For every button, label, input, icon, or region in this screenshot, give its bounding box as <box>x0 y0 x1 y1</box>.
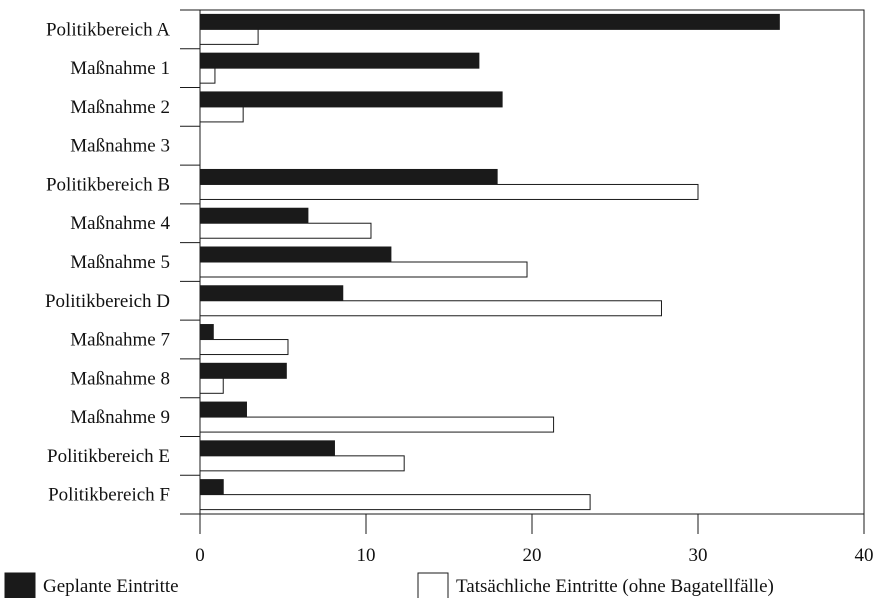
legend: Geplante Eintritte Tatsächliche Eintritte… <box>4 572 774 600</box>
bar-actual <box>199 106 244 123</box>
category-label: Politikbereich A <box>46 19 170 40</box>
bar-planned <box>199 479 224 496</box>
bar-planned <box>199 285 344 302</box>
x-tick-label: 40 <box>855 545 874 566</box>
legend-item: Geplante Eintritte <box>4 572 179 600</box>
bar-planned <box>199 207 309 224</box>
category-label: Maßnahme 4 <box>70 213 170 234</box>
axis-layer <box>180 9 865 534</box>
bar-planned <box>199 13 780 30</box>
legend-item: Tatsächliche Eintritte (ohne Bagatellfäl… <box>417 572 774 600</box>
bar-actual <box>199 183 699 200</box>
bar-actual <box>199 377 224 394</box>
bar-planned <box>199 440 335 457</box>
category-label: Maßnahme 3 <box>70 136 170 157</box>
bar-actual <box>199 416 555 433</box>
legend-label: Geplante Eintritte <box>43 576 179 597</box>
bar-actual <box>199 300 662 317</box>
category-label: Maßnahme 5 <box>70 252 170 273</box>
category-label: Maßnahme 8 <box>70 368 170 389</box>
x-tick-label: 10 <box>357 545 376 566</box>
bar-actual <box>199 455 405 472</box>
bar-actual <box>199 67 216 84</box>
category-label: Politikbereich F <box>48 485 170 506</box>
bar-planned <box>199 91 503 108</box>
legend-label: Tatsächliche Eintritte (ohne Bagatellfäl… <box>456 576 774 597</box>
bar-planned <box>199 324 214 341</box>
category-label: Politikbereich B <box>46 174 170 195</box>
category-label: Politikbereich E <box>47 446 170 467</box>
bar-actual <box>199 261 528 278</box>
bar-actual <box>199 339 289 356</box>
bar-actual <box>199 494 591 511</box>
x-tick-label: 20 <box>523 545 542 566</box>
bar-planned <box>199 401 247 418</box>
bars-layer <box>199 13 780 511</box>
legend-swatch-planned <box>4 572 36 600</box>
x-tick-label: 0 <box>195 545 205 566</box>
bar-actual <box>199 28 259 45</box>
category-label: Maßnahme 1 <box>70 58 170 79</box>
labels-layer: Politikbereich A Maßnahme 1 Maßnahme 2 Maßn… <box>45 19 874 566</box>
bar-planned <box>199 362 287 379</box>
category-label: Maßnahme 7 <box>70 330 170 351</box>
category-label: Maßnahme 2 <box>70 97 170 118</box>
bar-actual <box>199 222 372 239</box>
category-label: Politikbereich D <box>45 291 170 312</box>
bar-planned <box>199 52 480 69</box>
bar-planned <box>199 168 498 185</box>
legend-swatch-actual <box>417 572 449 600</box>
category-label: Maßnahme 9 <box>70 407 170 428</box>
x-tick-label: 30 <box>689 545 708 566</box>
bar-planned <box>199 246 392 263</box>
